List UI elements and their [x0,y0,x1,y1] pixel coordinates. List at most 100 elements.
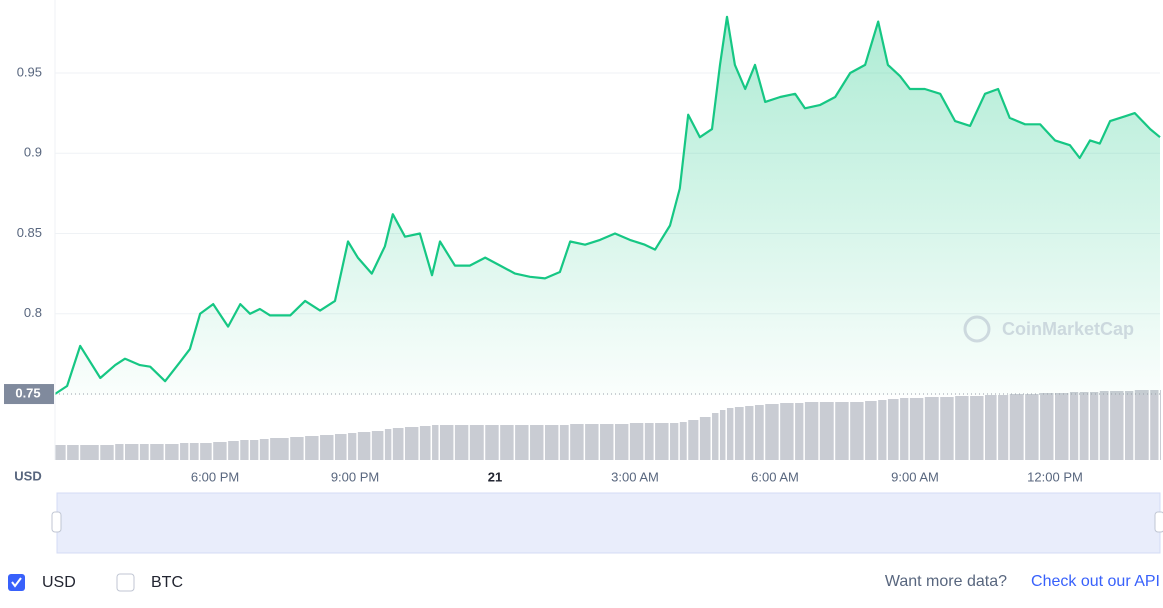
checkbox-btc[interactable] [116,573,135,592]
volume-bar [1160,390,1161,460]
volume-bar [878,400,887,460]
volume-bar [655,423,669,460]
volume-bar [290,437,304,460]
volume-bar [712,413,719,460]
volume-bar [1069,392,1079,460]
volume-bar [124,444,139,460]
volume-bar [469,425,484,460]
y-tick-label: 0.9 [24,145,42,160]
volume-bar [55,445,66,460]
volume-bar [371,431,384,460]
footer-link[interactable]: Check out our API [1031,573,1160,590]
volume-bar [1079,392,1089,460]
checkbox-label[interactable]: USD [42,574,76,591]
volume-bar [544,425,559,460]
volume-bar [432,425,439,460]
watermark-text: CoinMarketCap [1002,319,1134,339]
volume-bar [719,410,726,460]
volume-bar [765,404,779,460]
volume-bar [780,403,794,460]
reference-label: 0.75 [15,385,40,400]
volume-bar [745,406,754,460]
volume-bar [100,445,114,460]
volume-bar [228,441,239,460]
volume-bar [485,425,499,460]
volume-bar [940,397,954,460]
volume-bar [180,443,189,460]
volume-bar [819,402,834,460]
volume-bar [320,435,334,460]
volume-bar [1150,390,1159,460]
volume-bar [629,423,644,460]
navigator-handle[interactable] [1154,511,1163,533]
checkbox-label[interactable]: BTC [151,574,183,591]
x-tick-label: 21 [488,469,502,484]
volume-bar [454,425,469,460]
x-tick-label: 12:00 PM [1027,469,1083,484]
area [55,16,1160,396]
volume-bar [213,442,227,460]
footer-text: Want more data? [885,573,1007,590]
y-tick-label: 0.85 [17,225,42,240]
volume-bar [259,439,269,460]
volume-bar [357,432,371,460]
volume-bar [419,426,431,460]
plot: 0.80.850.90.950.756:00 PM6:00 PM9:00 PM9… [4,15,1161,553]
volume-bar [688,420,699,460]
volume-bar [1125,391,1134,460]
volume-bar [900,398,909,460]
volume-bar [600,424,614,460]
x-tick-label: 6:00 AM [751,469,799,484]
volume-bar [924,397,939,460]
x-tick-label: 3:00 AM [611,469,659,484]
y-axis-label: USD [14,468,41,483]
volume-bar [150,444,164,460]
volume-bar [1110,391,1124,460]
volume-bar [305,436,319,460]
navigator-handle[interactable] [51,511,62,533]
volume-bar [559,425,569,460]
volume-bar [570,424,584,460]
x-tick-label: 6:00 PM [191,469,239,484]
volume-bar [970,396,984,460]
volume-bar [1009,394,1024,460]
volume-bar [250,440,259,460]
volume-bar [200,443,212,460]
watermark: CoinMarketCap [963,315,1134,343]
volume-bar [404,427,419,460]
volume-bar [392,428,404,460]
volume-bar [699,417,711,460]
volume-bar [835,402,849,460]
volume-bar [384,429,392,460]
volume-bar [998,395,1009,460]
volume-bar [614,424,629,460]
volume-bar [1055,393,1069,460]
volume-bar [348,433,357,460]
volume-bar [585,424,599,460]
volume-bar [865,401,877,460]
volume-bar [439,425,454,460]
volume-bar [644,423,654,460]
volume-bar [887,399,899,460]
volume-bar [1040,393,1054,460]
navigator[interactable] [56,492,1161,554]
volume-bar [1025,394,1039,460]
volume-bar [1134,390,1149,460]
volume-bar [734,407,744,460]
volume-bar [1090,392,1099,460]
volume-bar [67,445,79,460]
volume-bar [240,440,249,460]
volume-bar [909,398,924,460]
check-icon [11,577,22,588]
reference-tag [4,384,54,405]
volume-bar [850,402,864,460]
volume-bar [1099,391,1109,460]
y-tick-label: 0.8 [24,305,42,320]
volume-bar [530,425,544,460]
volume-bar [115,444,124,460]
volume-bar [500,425,514,460]
volume-bar [670,423,679,460]
volume-bar [139,444,149,460]
volume-bar [955,396,969,460]
